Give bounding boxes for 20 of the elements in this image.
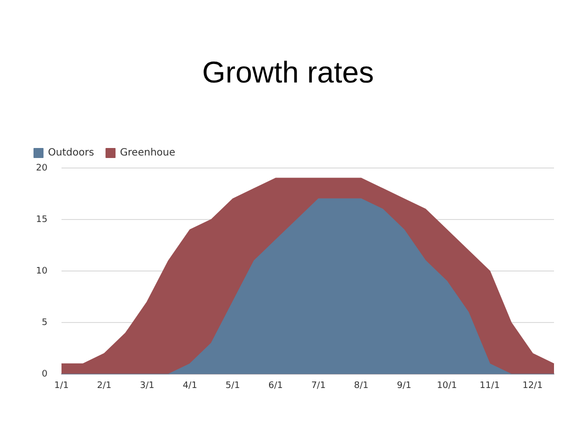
legend-label: Outdoors xyxy=(48,148,94,159)
y-tick-label: 15 xyxy=(36,214,48,225)
x-tick-label: 11/1 xyxy=(480,380,500,391)
x-tick-label: 8/1 xyxy=(354,380,369,391)
x-tick-label: 5/1 xyxy=(226,380,240,391)
y-tick-label: 10 xyxy=(36,266,48,276)
x-tick-label: 1/1 xyxy=(54,380,69,391)
chart-title: Growth rates xyxy=(202,56,374,90)
y-tick-label: 20 xyxy=(36,163,48,174)
x-tick-label: 9/1 xyxy=(396,380,412,391)
x-tick-label: 10/1 xyxy=(436,380,458,391)
x-tick-label: 6/1 xyxy=(268,380,283,391)
x-tick-label: 2/1 xyxy=(97,380,112,391)
y-tick-label: 5 xyxy=(42,318,48,328)
y-tick-label: 0 xyxy=(42,370,48,380)
x-tick-label: 12/1 xyxy=(522,380,543,391)
x-tick-label: 3/1 xyxy=(140,380,154,391)
legend-label: Greenhoue xyxy=(120,148,176,159)
x-tick-label: 7/1 xyxy=(311,380,326,391)
x-tick-label: 4/1 xyxy=(182,380,198,391)
